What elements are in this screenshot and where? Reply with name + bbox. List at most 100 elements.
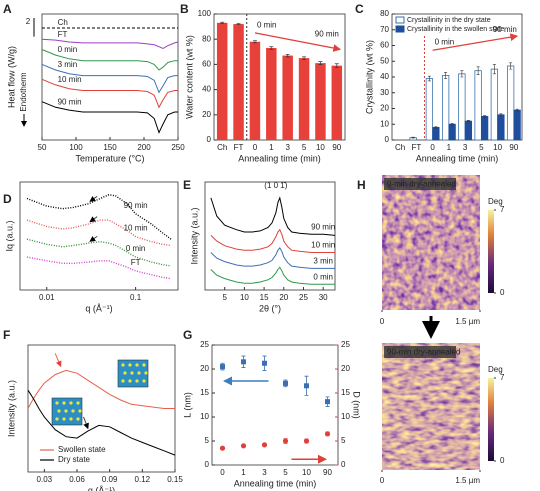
inset-dot bbox=[55, 417, 59, 421]
x-axis-label: Annealing time (min) bbox=[416, 153, 499, 163]
inset-dot bbox=[76, 401, 80, 405]
y-tick-label: 60 bbox=[202, 60, 211, 69]
curve bbox=[26, 193, 172, 240]
y-tick-label: 0 bbox=[385, 135, 390, 144]
y-tick-label: 10 bbox=[380, 119, 389, 128]
annotation: 0 min bbox=[435, 37, 455, 46]
error-bar bbox=[434, 126, 438, 129]
curve bbox=[210, 196, 336, 236]
legend-label: Crystallinity in the swollen state bbox=[407, 26, 504, 33]
bar bbox=[474, 70, 482, 141]
series-label: FT bbox=[131, 258, 141, 267]
series-label: 90 min bbox=[124, 201, 148, 210]
x-tick-label: 90 bbox=[323, 468, 332, 477]
arrow bbox=[254, 32, 342, 52]
panel-label: E bbox=[183, 178, 191, 192]
image-title-bg bbox=[384, 178, 456, 190]
bar bbox=[233, 24, 244, 140]
series-label: 10 min bbox=[58, 75, 82, 84]
error-bar bbox=[509, 62, 513, 70]
inset-dot bbox=[135, 379, 139, 383]
x-tick-label: Ch bbox=[217, 143, 227, 152]
series-label: 3 min bbox=[58, 60, 78, 69]
error-bar bbox=[427, 75, 431, 82]
series-label: Ch bbox=[58, 18, 68, 27]
y2-tick-label: 10 bbox=[341, 412, 350, 421]
inset-dot bbox=[64, 409, 68, 413]
point bbox=[219, 445, 226, 451]
series-label: 0 min bbox=[126, 244, 146, 253]
y-axis-label: Intensity (a.u.) bbox=[189, 207, 199, 264]
x-tick-label: 0.01 bbox=[39, 293, 55, 302]
x-tick-label: 30 bbox=[319, 293, 328, 302]
x-tick-label: 3 bbox=[463, 143, 468, 152]
x-axis-label: q (Å⁻¹) bbox=[85, 303, 112, 313]
bar bbox=[425, 78, 434, 141]
point bbox=[304, 383, 309, 389]
inset-dot bbox=[135, 363, 139, 367]
y2-tick-label: 20 bbox=[341, 364, 350, 373]
bar bbox=[298, 58, 310, 140]
inset-dot bbox=[69, 401, 73, 405]
series-label: 10 min bbox=[311, 241, 335, 250]
y-tick-label: 50 bbox=[380, 56, 389, 65]
x-tick-label: 0 bbox=[430, 143, 435, 152]
scale-tick-label: 1.5 µm bbox=[455, 317, 480, 326]
curve bbox=[26, 238, 172, 267]
plot-frame bbox=[204, 181, 336, 291]
point bbox=[282, 438, 289, 444]
error-bar bbox=[499, 113, 503, 117]
bar bbox=[480, 115, 489, 141]
curve bbox=[210, 228, 335, 253]
annotation: 0 min bbox=[257, 20, 277, 29]
x-axis-label: 2θ (°) bbox=[259, 303, 281, 313]
x-tick-label: 3 bbox=[285, 143, 290, 152]
bar bbox=[458, 73, 466, 141]
afm-image bbox=[382, 343, 480, 470]
y-tick-label: 80 bbox=[202, 34, 211, 43]
x-axis-label: q (Å⁻¹) bbox=[88, 485, 115, 491]
x-tick-label: 3 bbox=[262, 468, 267, 477]
x-tick-label: 250 bbox=[171, 143, 185, 152]
error-bar bbox=[302, 56, 307, 60]
curve bbox=[41, 63, 178, 94]
inset-dot bbox=[128, 379, 132, 383]
inset-dot bbox=[121, 379, 125, 383]
point bbox=[240, 443, 247, 449]
point bbox=[325, 399, 330, 405]
image-title: 90-min dry-annealed bbox=[387, 348, 460, 357]
x-tick-label: 0.12 bbox=[135, 475, 151, 484]
y2-tick-label: 25 bbox=[341, 340, 350, 349]
x-axis-label: Annealing time (min) bbox=[238, 153, 321, 163]
y-axis-label: Water content (wt %) bbox=[184, 35, 194, 119]
error-bar bbox=[483, 115, 487, 118]
arrow bbox=[54, 353, 62, 368]
x-tick-label: 10 bbox=[316, 143, 325, 152]
panel-label: C bbox=[355, 2, 364, 16]
inset-dot bbox=[142, 363, 146, 367]
error-bar bbox=[515, 108, 519, 112]
y-axis-label: Iq (a.u.) bbox=[4, 220, 14, 251]
bar bbox=[497, 114, 505, 141]
x-tick-label: 0.06 bbox=[69, 475, 85, 484]
y-axis-label: Heat flow (W/g) bbox=[6, 46, 16, 108]
error-bar bbox=[318, 61, 323, 66]
x-tick-label: 20 bbox=[279, 293, 288, 302]
series-label: 0 min bbox=[58, 45, 78, 54]
x-tick-label: 0.09 bbox=[102, 475, 118, 484]
bar bbox=[513, 109, 521, 141]
curve bbox=[210, 247, 335, 269]
annotation: 90 min bbox=[493, 25, 517, 34]
arrow bbox=[83, 416, 89, 430]
error-bar bbox=[269, 46, 274, 50]
colorbar-tick-label: 7 bbox=[500, 205, 505, 214]
panel-label: B bbox=[180, 2, 189, 16]
bar bbox=[266, 48, 277, 140]
error-bar bbox=[411, 136, 415, 139]
x-tick-label: 90 bbox=[332, 143, 341, 152]
inset-dot bbox=[123, 371, 127, 375]
y-tick-label: 100 bbox=[198, 9, 212, 18]
bar bbox=[282, 55, 293, 140]
bar bbox=[441, 75, 450, 141]
error-bar bbox=[220, 21, 225, 24]
